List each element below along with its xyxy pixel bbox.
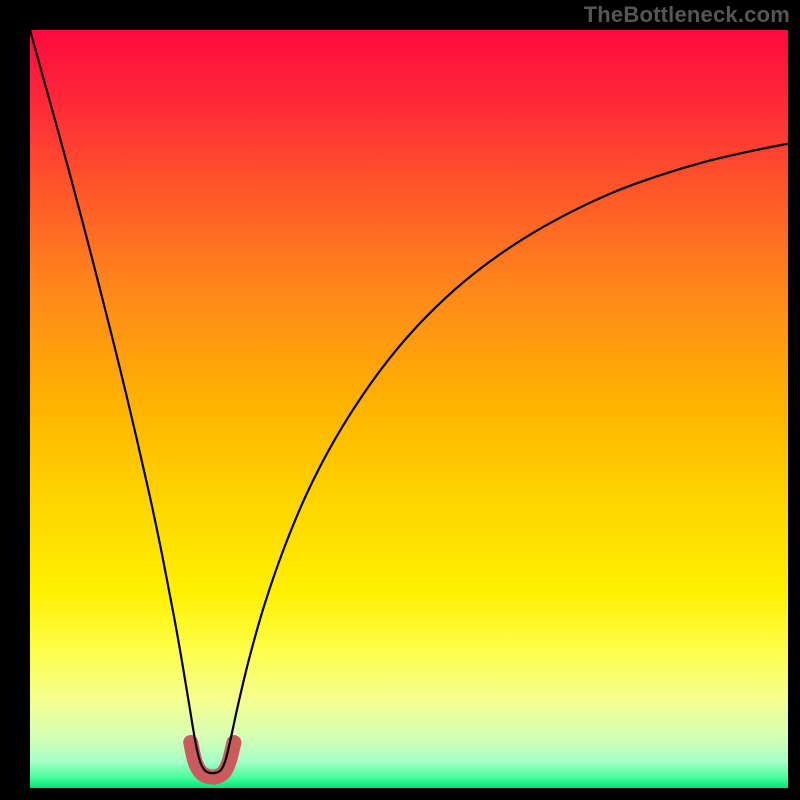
- chart-frame: [0, 0, 800, 800]
- plot-area: [30, 30, 788, 788]
- gradient-background: [30, 30, 788, 788]
- watermark-text: TheBottleneck.com: [584, 2, 790, 28]
- chart-svg: [30, 30, 788, 788]
- chart-container: TheBottleneck.com: [0, 0, 800, 800]
